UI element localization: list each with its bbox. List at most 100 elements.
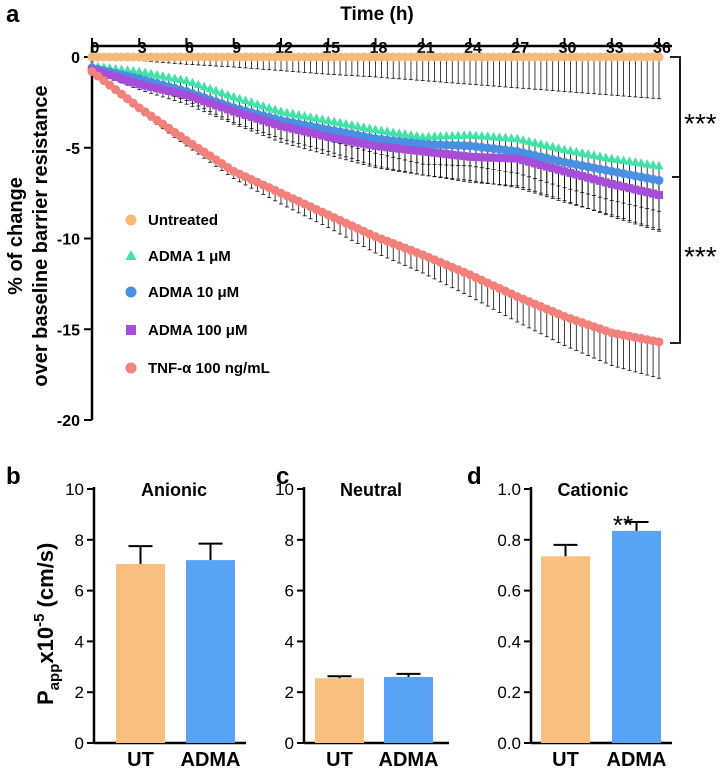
data-point <box>117 74 126 83</box>
data-point <box>170 73 180 82</box>
data-point <box>359 139 368 148</box>
data-point <box>371 141 380 150</box>
data-point <box>300 110 310 120</box>
data-point <box>288 124 297 133</box>
y-tick-label: -20 <box>57 413 80 430</box>
data-point <box>336 135 345 144</box>
data-point <box>625 184 634 193</box>
data-point <box>395 144 404 153</box>
data-point <box>341 136 350 145</box>
y-tick-label: 0 <box>285 734 294 753</box>
data-point <box>229 91 239 101</box>
panel-a-x-axis-title: Time (h) <box>340 4 414 25</box>
category-label-adma: ADMA <box>181 749 241 769</box>
data-point <box>589 150 599 159</box>
data-point <box>613 154 623 164</box>
data-point <box>329 116 339 126</box>
data-point <box>654 175 664 185</box>
data-point <box>306 128 315 137</box>
data-point <box>111 72 120 81</box>
data-point <box>187 77 197 87</box>
data-point <box>577 147 587 157</box>
data-point <box>530 137 540 147</box>
data-point <box>235 109 244 118</box>
data-point <box>601 152 611 162</box>
y-tick-label: 0.2 <box>497 683 521 702</box>
y-tick-label: 0.6 <box>497 582 521 601</box>
data-point <box>271 120 280 129</box>
data-point <box>489 153 498 162</box>
y-tick-label: 4 <box>285 632 294 651</box>
data-point <box>312 130 321 139</box>
data-point <box>252 99 262 108</box>
data-point <box>649 189 658 198</box>
data-point <box>607 180 616 189</box>
error-bars-untreated <box>95 57 661 100</box>
data-point <box>500 132 510 142</box>
data-point <box>217 87 227 97</box>
data-point <box>430 148 439 157</box>
data-point <box>554 143 564 152</box>
data-point <box>613 181 622 190</box>
legend-marker-tnf-100-ng-ml <box>125 362 137 374</box>
panel-label-a: a <box>6 1 20 28</box>
data-point <box>642 159 652 168</box>
data-point <box>548 141 558 151</box>
data-point <box>595 176 604 185</box>
data-point <box>401 145 410 154</box>
panel-a-series <box>87 52 664 347</box>
panel-b-bar-chart: 0 2 4 6 8 10 Anionic UT ADMA <box>65 480 246 769</box>
bar-ut <box>116 563 165 743</box>
data-point <box>513 154 522 163</box>
x-tick-label: 9 <box>232 40 241 57</box>
y-tick-label: 0.4 <box>497 632 521 651</box>
data-point <box>253 114 262 123</box>
data-point <box>619 182 628 191</box>
data-point <box>584 173 593 182</box>
bar-adma <box>612 530 661 743</box>
y-tick-label: -5 <box>66 141 80 158</box>
data-point <box>152 69 162 79</box>
legend-marker-adma-10-m <box>125 286 137 298</box>
data-point <box>560 167 569 176</box>
data-point <box>495 153 504 162</box>
series-untreated <box>87 52 664 62</box>
data-point <box>200 97 209 106</box>
data-point <box>590 175 599 184</box>
data-point <box>560 144 569 154</box>
data-point <box>277 121 285 130</box>
data-point <box>371 124 380 134</box>
y-tick-label: 2 <box>75 683 84 702</box>
data-point <box>223 105 232 114</box>
data-point <box>93 67 102 76</box>
data-point <box>654 160 664 170</box>
data-point <box>241 95 251 105</box>
data-point <box>270 104 280 114</box>
data-point <box>501 154 510 163</box>
data-point <box>128 65 138 75</box>
data-point <box>536 139 546 148</box>
data-point <box>436 149 445 158</box>
data-point <box>259 116 268 125</box>
bar-adma <box>186 560 235 743</box>
data-point <box>518 135 528 144</box>
data-point <box>388 127 398 136</box>
data-point <box>654 337 664 347</box>
data-point <box>536 160 545 169</box>
data-point <box>335 117 345 127</box>
data-point <box>129 78 138 87</box>
data-point <box>211 85 221 95</box>
data-point <box>412 146 421 155</box>
category-label-adma: ADMA <box>379 749 439 769</box>
data-point <box>525 157 534 166</box>
data-point <box>441 130 451 140</box>
data-point <box>377 142 386 151</box>
legend-label-tnf-100-ng-ml: TNF-α 100 ng/mL <box>148 360 270 377</box>
data-point <box>507 154 516 163</box>
category-label-ut: UT <box>127 749 154 769</box>
data-point <box>365 123 375 132</box>
y-tick-label: 6 <box>285 582 294 601</box>
panel-label-c: c <box>276 463 289 490</box>
data-point <box>264 102 274 112</box>
data-point <box>389 143 398 152</box>
